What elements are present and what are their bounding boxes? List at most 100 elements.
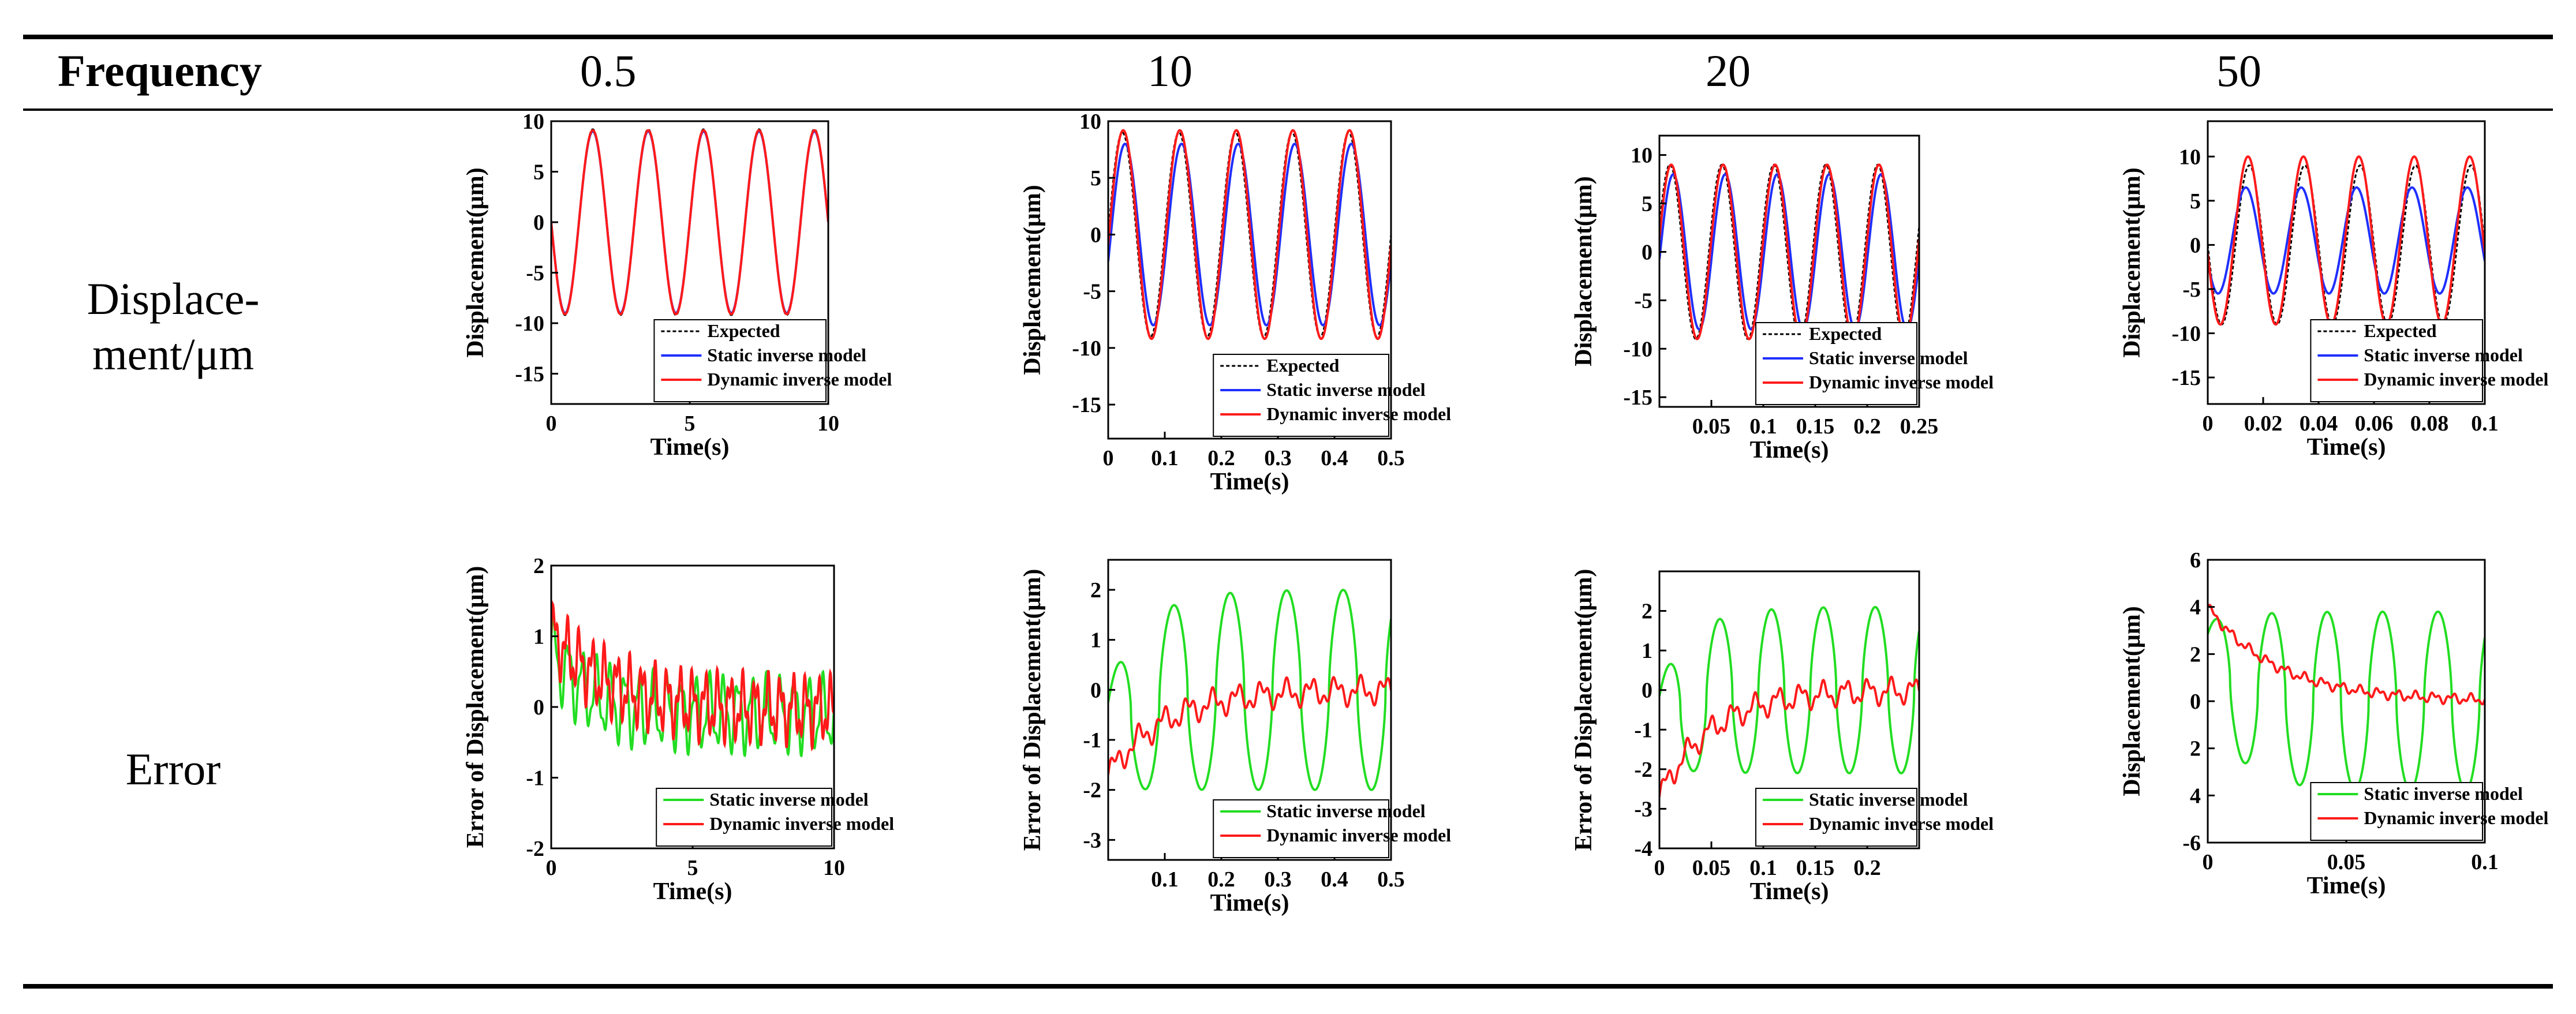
legend: Expected Static inverse model Dynamic inve… — [1213, 354, 1451, 437]
y-axis-label: Displacement(μm) — [462, 167, 489, 357]
x-tick-label: 0 — [546, 411, 557, 436]
y-tick-label: 10 — [522, 110, 544, 134]
x-tick-label: 0.02 — [2244, 411, 2283, 436]
x-tick-label: 0 — [1103, 446, 1114, 470]
y-tick-label: -10 — [1623, 337, 1652, 361]
x-axis-label: Time(s) — [653, 878, 732, 905]
legend-entry: Static inverse model — [2364, 783, 2523, 804]
x-tick-label: 0.4 — [1321, 446, 1348, 470]
y-tick-label: 6 — [2190, 548, 2201, 573]
y-axis-label: Error of Displacement(μm) — [1571, 569, 1597, 851]
chart-err_20: 0 0.05 0.1 0.15 0.2 2 1 0 -1 -2 -3 -4 Time(s) Error o… — [1571, 569, 1994, 905]
y-tick-label: 0 — [1090, 678, 1101, 702]
legend-entry: Expected — [2364, 320, 2436, 341]
x-tick-label: 0 — [1654, 856, 1665, 880]
legend-entry: Dynamic inverse model — [2364, 369, 2548, 390]
y-tick-label: 5 — [2190, 189, 2201, 214]
displacement-label-line2: ment/μm — [92, 329, 255, 379]
y-tick-label: 0 — [1642, 240, 1652, 264]
frequency-header: Frequency — [58, 46, 262, 96]
y-tick-label: 4 — [2190, 596, 2201, 620]
legend-box — [2310, 782, 2483, 841]
legend: Expected Static inverse model Dynamic inve… — [2310, 319, 2548, 402]
x-tick-label: 0.05 — [1692, 414, 1731, 439]
x-tick-label: 0 — [2203, 850, 2214, 874]
x-tick-label: 0.25 — [1900, 414, 1939, 439]
x-tick-label: 10 — [823, 856, 845, 880]
y-axis-label: Displacement(μm) — [2119, 167, 2145, 357]
y-tick-label: -10 — [2171, 322, 2201, 346]
y-tick-label: 5 — [1642, 192, 1652, 216]
series-line-static-error — [1108, 589, 1391, 791]
y-tick-label: 2 — [1642, 600, 1652, 624]
top-rule — [23, 35, 2553, 39]
x-tick-label: 0.15 — [1796, 414, 1835, 439]
legend-entry: Static inverse model — [2364, 345, 2523, 365]
series-line-dynamic — [1108, 129, 1391, 341]
x-tick-label: 5 — [687, 856, 698, 880]
y-tick-label: 2 — [533, 554, 544, 578]
series-line-static-error — [2208, 610, 2485, 792]
series-line-dynamic — [551, 129, 828, 316]
legend-box — [1213, 799, 1389, 858]
legend: Static inverse model Dynamic inverse mode… — [2310, 782, 2548, 841]
legend-entry: Static inverse model — [1809, 347, 1968, 368]
y-tick-label: -10 — [515, 312, 544, 336]
legend-entry: Static inverse model — [1266, 379, 1426, 400]
displacement-row-label: Displace- ment/μm — [35, 271, 312, 382]
y-tick-label: -2 — [1634, 758, 1652, 782]
x-tick-label: 0.5 — [1377, 446, 1405, 470]
x-axis-label: Time(s) — [1750, 878, 1829, 905]
x-tick-label: 0.04 — [2300, 411, 2338, 436]
x-axis-label: Time(s) — [1210, 469, 1289, 495]
legend: Static inverse model Dynamic inverse mode… — [1755, 788, 1994, 847]
legend-box — [653, 319, 827, 402]
y-tick-label: 2 — [2190, 737, 2201, 761]
legend-box — [656, 788, 832, 847]
plot-frame — [2207, 120, 2486, 405]
y-axis-label: Displacement(μm) — [1571, 176, 1597, 366]
series-line-dynamic-error — [2208, 604, 2485, 706]
series-line-static — [1659, 173, 1919, 331]
y-tick-label: 10 — [2179, 145, 2201, 169]
legend-entry: Expected — [1266, 355, 1339, 376]
x-tick-label: 0 — [2203, 411, 2214, 436]
x-tick-label: 0.3 — [1264, 446, 1292, 470]
freq-col-20: 20 — [1706, 46, 1751, 96]
legend-box — [1755, 322, 1917, 405]
y-tick-label: 0 — [2190, 690, 2201, 714]
y-tick-label: 1 — [1642, 639, 1652, 663]
legend-entry: Static inverse model — [707, 345, 866, 365]
y-tick-label: 5 — [1090, 166, 1101, 190]
x-tick-label: 0.3 — [1264, 867, 1292, 892]
y-tick-label: -1 — [1634, 718, 1652, 742]
plot-frame — [1658, 570, 1920, 850]
displacement-label-line1: Displace- — [87, 274, 260, 324]
y-tick-label: 4 — [2190, 784, 2201, 808]
series-line-dynamic-error — [551, 600, 834, 751]
y-tick-label: 10 — [1631, 144, 1652, 168]
y-tick-label: 0 — [533, 211, 544, 235]
legend-entry: Expected — [1809, 323, 1882, 344]
x-axis-label: Time(s) — [650, 434, 730, 461]
y-tick-label: -2 — [526, 837, 544, 861]
freq-col-0-5: 0.5 — [580, 46, 637, 96]
series-line-dynamic — [2208, 155, 2485, 326]
x-tick-label: 0.05 — [2327, 850, 2366, 874]
y-tick-label: -1 — [526, 766, 544, 791]
legend-entry: Dynamic inverse model — [2364, 807, 2548, 828]
y-tick-label: -1 — [1083, 728, 1101, 753]
legend-entry: Static inverse model — [1809, 789, 1968, 810]
y-tick-label: 2 — [1090, 578, 1101, 603]
freq-col-10: 10 — [1147, 46, 1192, 96]
x-tick-label: 0.1 — [2471, 850, 2499, 874]
y-tick-label: 0 — [533, 695, 544, 720]
legend-entry: Dynamic inverse model — [709, 813, 894, 834]
error-row-label: Error — [125, 744, 221, 794]
y-axis-label: Error of Displacement(μm) — [1019, 569, 1046, 851]
y-tick-label: 2 — [2190, 642, 2201, 667]
legend-entry: Dynamic inverse model — [1809, 372, 1994, 392]
header-rule — [23, 108, 2553, 111]
x-tick-label: 0.2 — [1853, 414, 1881, 439]
series-line-static-error — [1659, 605, 1919, 774]
